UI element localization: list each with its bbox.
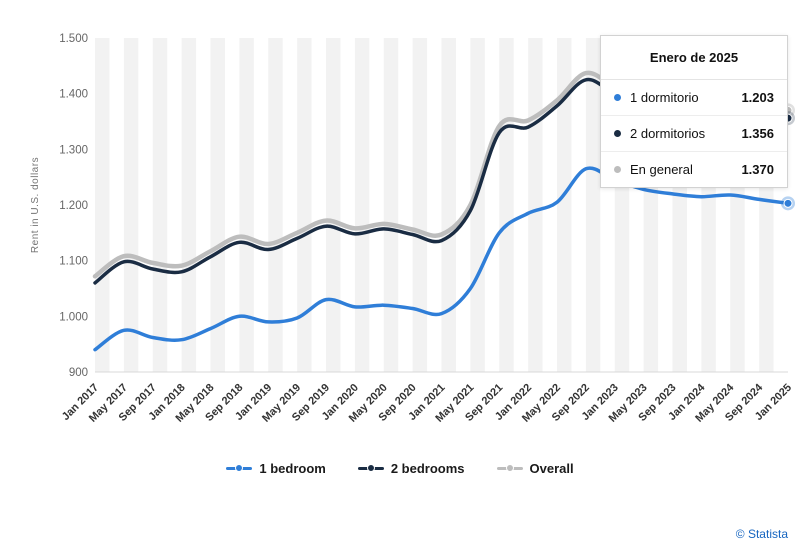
y-axis-tick-label: 1.000: [59, 311, 88, 323]
legend-item[interactable]: Overall: [496, 461, 574, 476]
chart-tooltip: Enero de 2025 1 dormitorio 1.203 2 dormito…: [600, 35, 788, 188]
plot-band: [441, 38, 456, 372]
legend-line-dot-icon: [357, 464, 384, 473]
plot-band: [383, 38, 399, 372]
legend-label: 2 bedrooms: [390, 461, 465, 476]
legend-item[interactable]: 1 bedroom: [226, 461, 326, 476]
tooltip-series-value: 1.356: [741, 126, 774, 141]
series-line-1-bedroom[interactable]: [93, 166, 790, 352]
plot-band: [297, 38, 312, 372]
chart-legend: 1 bedroom 2 bedrooms Overall: [0, 461, 800, 476]
y-axis-tick-label: 1.400: [59, 89, 88, 101]
legend-label: 1 bedroom: [259, 461, 326, 476]
y-axis-tick-label: 1.200: [59, 200, 88, 212]
tooltip-row: 1 dormitorio 1.203: [601, 80, 787, 116]
legend-line-dot-icon: [226, 464, 253, 473]
plot-band: [152, 38, 168, 372]
tooltip-row: En general 1.370: [601, 152, 787, 187]
series-dot-icon: [614, 130, 621, 137]
plot-band: [181, 38, 197, 372]
tooltip-series-value: 1.203: [741, 90, 774, 105]
plot-band: [412, 38, 428, 372]
y-axis-tick-label: 1.300: [59, 144, 88, 156]
plot-band: [95, 38, 110, 372]
plot-band: [354, 38, 370, 372]
y-axis-tick-label: 1.100: [59, 256, 88, 268]
series-endpoint-marker[interactable]: [783, 198, 793, 208]
series-dot-icon: [614, 166, 621, 173]
tooltip-series-value: 1.370: [741, 162, 774, 177]
plot-band: [499, 38, 514, 372]
plot-band: [557, 38, 572, 372]
plot-band: [210, 38, 225, 372]
plot-band: [326, 38, 341, 372]
tooltip-series-label: 1 dormitorio: [630, 90, 699, 105]
legend-label: Overall: [529, 461, 574, 476]
plot-band: [470, 38, 485, 372]
plot-band: [585, 38, 601, 372]
tooltip-series-label: 2 dormitorios: [630, 126, 706, 141]
y-axis-tick-label: 900: [69, 367, 88, 379]
series-dot-icon: [614, 94, 621, 101]
tooltip-series-label: En general: [630, 162, 693, 177]
plot-band: [123, 38, 139, 372]
plot-band: [528, 38, 543, 372]
statista-credit[interactable]: © Statista: [735, 527, 788, 541]
legend-line-dot-icon: [496, 464, 523, 473]
plot-band: [268, 38, 283, 372]
plot-band: [239, 38, 254, 372]
y-axis-title: Rent in U.S. dollars: [30, 157, 41, 253]
tooltip-rows: 1 dormitorio 1.203 2 dormitorios 1.356 En ge…: [601, 80, 787, 187]
y-axis-tick-label: 1.500: [59, 33, 88, 45]
tooltip-row: 2 dormitorios 1.356: [601, 116, 787, 152]
legend-item[interactable]: 2 bedrooms: [357, 461, 465, 476]
tooltip-title: Enero de 2025: [601, 36, 787, 80]
